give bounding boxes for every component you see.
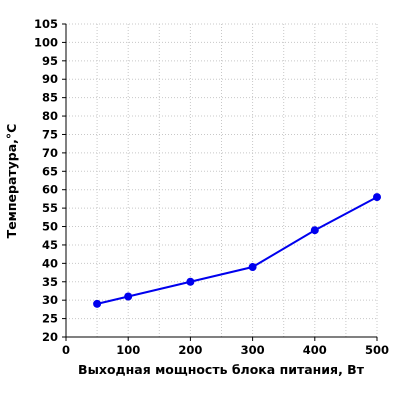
data-point bbox=[186, 277, 195, 286]
series-line bbox=[96, 196, 378, 305]
x-tick-label: 300 bbox=[241, 343, 265, 357]
y-tick-label: 35 bbox=[42, 275, 58, 289]
axes bbox=[62, 23, 378, 341]
y-tick-label: 100 bbox=[34, 35, 58, 49]
series bbox=[93, 193, 381, 308]
y-tick-label: 55 bbox=[42, 201, 58, 215]
grid bbox=[66, 23, 378, 337]
y-tick-label: 80 bbox=[42, 109, 58, 123]
y-tick-label: 85 bbox=[42, 91, 58, 105]
y-axis-title: Температура,°С bbox=[4, 124, 19, 239]
y-tick-label: 20 bbox=[42, 330, 58, 344]
y-tick-label: 30 bbox=[42, 293, 58, 307]
x-axis-title: Выходная мощность блока питания, Вт bbox=[78, 362, 365, 377]
y-tick-label: 65 bbox=[42, 164, 58, 178]
y-tick-label: 60 bbox=[42, 183, 58, 197]
y-tick-label: 45 bbox=[42, 238, 58, 252]
data-point bbox=[124, 292, 133, 301]
data-point bbox=[93, 299, 102, 308]
y-tick-label: 75 bbox=[42, 127, 58, 141]
y-tick-label: 25 bbox=[42, 312, 58, 326]
tick-labels: 20 25 30 35 40 45 50 55 60 65 70 75 80 85 90 95 100 105 0 1… bbox=[34, 17, 389, 357]
y-tick-label: 50 bbox=[42, 220, 58, 234]
x-tick-label: 100 bbox=[116, 343, 140, 357]
x-tick-label: 400 bbox=[303, 343, 327, 357]
y-tick-label: 105 bbox=[34, 17, 58, 31]
data-point bbox=[310, 226, 319, 235]
y-tick-label: 95 bbox=[42, 54, 58, 68]
x-tick-label: 0 bbox=[62, 343, 70, 357]
x-tick-label: 200 bbox=[178, 343, 202, 357]
data-point bbox=[373, 193, 381, 202]
y-tick-label: 70 bbox=[42, 146, 58, 160]
x-tick-label: 500 bbox=[365, 343, 389, 357]
data-point bbox=[248, 263, 257, 272]
y-tick-label: 40 bbox=[42, 256, 58, 270]
y-tick-label: 90 bbox=[42, 72, 58, 86]
